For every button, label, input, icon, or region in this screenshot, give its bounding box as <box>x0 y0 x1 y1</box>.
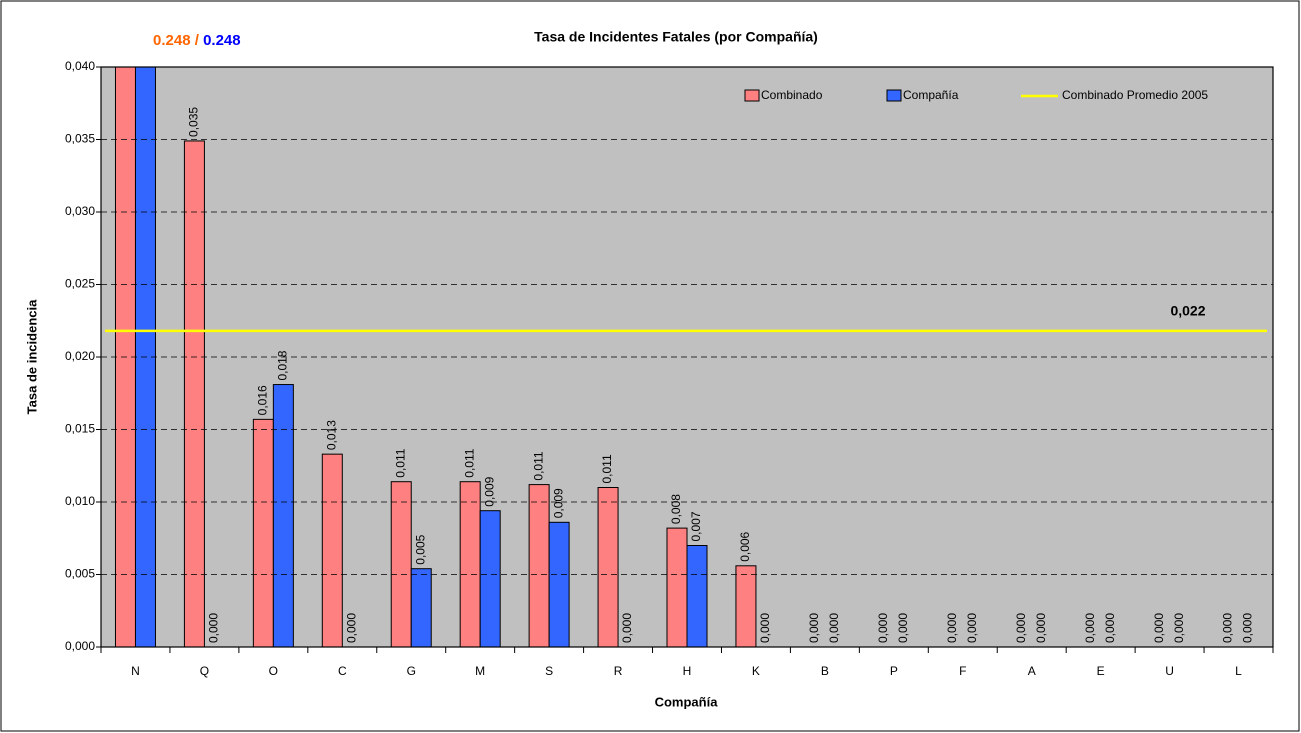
value-label: 0,000 <box>758 613 772 643</box>
bar <box>183 140 205 647</box>
bar <box>410 568 432 647</box>
y-tick-label: 0,035 <box>65 132 95 146</box>
value-label: 0,009 <box>551 488 565 518</box>
x-tick-label: E <box>1097 664 1105 678</box>
chart-title: Tasa de Incidentes Fatales (por Compañía… <box>534 29 818 45</box>
x-tick-label: C <box>338 664 347 678</box>
value-label: 0,013 <box>324 420 338 450</box>
reference-label: 0,022 <box>1170 303 1205 319</box>
value-label: 0,011 <box>393 448 407 477</box>
value-label: 0,000 <box>945 613 959 643</box>
value-label: 0,000 <box>620 613 634 643</box>
value-label: 0,009 <box>482 476 496 506</box>
bar <box>686 545 708 647</box>
bar <box>459 481 481 647</box>
bar <box>528 484 550 647</box>
offscale-annotation: 0.248 / 0.248 <box>153 32 241 49</box>
plot-content <box>105 67 1267 647</box>
x-tick-label: U <box>1165 664 1174 678</box>
legend-label: Compañía <box>903 88 959 102</box>
bar <box>597 487 619 647</box>
bar <box>666 527 688 647</box>
plot-frame <box>100 66 1274 648</box>
x-tick-label: G <box>407 664 416 678</box>
value-label: 0,018 <box>276 350 290 380</box>
x-tick-label: R <box>614 664 623 678</box>
y-tick-label: 0,000 <box>65 639 95 653</box>
bar <box>272 384 294 647</box>
bar <box>134 67 156 647</box>
value-label: 0,000 <box>1221 613 1235 643</box>
value-label: 0,000 <box>827 613 841 643</box>
x-tick-label: P <box>890 664 898 678</box>
value-label: 0,000 <box>1241 613 1255 643</box>
x-tick-label: K <box>752 664 760 678</box>
value-label: 0,011 <box>462 448 476 477</box>
value-label: 0,011 <box>531 451 545 480</box>
value-label: 0,000 <box>1103 613 1117 643</box>
value-label: 0,016 <box>256 385 270 415</box>
value-label: 0,000 <box>1014 613 1028 643</box>
x-tick-label: F <box>959 664 966 678</box>
value-label: 0,000 <box>965 613 979 643</box>
bar <box>252 418 274 647</box>
bar <box>114 67 136 647</box>
y-tick-label: 0,030 <box>65 204 95 218</box>
y-tick-label: 0,015 <box>65 422 95 436</box>
x-tick-label: M <box>475 664 485 678</box>
x-tick-label: L <box>1235 664 1242 678</box>
legend-label: Combinado <box>761 88 823 102</box>
value-label: 0,000 <box>1172 613 1186 643</box>
x-tick-label: O <box>269 664 278 678</box>
offscale-value: 0.248 <box>203 32 241 49</box>
y-tick-label: 0,005 <box>65 567 95 581</box>
value-label: 0,006 <box>738 531 752 561</box>
value-label: 0,000 <box>1034 613 1048 643</box>
legend-swatch <box>886 89 902 102</box>
separator: / <box>195 32 200 49</box>
y-axis-title: Tasa de incidencia <box>24 299 39 414</box>
bar <box>321 453 343 647</box>
x-tick-label: N <box>131 664 140 678</box>
value-label: 0,000 <box>1152 613 1166 643</box>
y-tick-label: 0,020 <box>65 349 95 363</box>
x-tick-label: S <box>545 664 553 678</box>
bar <box>479 510 501 647</box>
x-tick-label: B <box>821 664 829 678</box>
value-label: 0,000 <box>876 613 890 643</box>
y-tick-label: 0,040 <box>65 59 95 73</box>
value-label: 0,000 <box>807 613 821 643</box>
value-label: 0,008 <box>669 494 683 524</box>
offscale-value: 0.248 <box>153 32 191 49</box>
value-label: 0,011 <box>600 454 614 483</box>
x-tick-label: A <box>1028 664 1036 678</box>
legend-label: Combinado Promedio 2005 <box>1062 88 1208 102</box>
x-tick-label: Q <box>200 664 209 678</box>
bar <box>548 521 570 647</box>
legend-swatch <box>744 89 760 102</box>
value-label: 0,000 <box>344 613 358 643</box>
value-label: 0,000 <box>896 613 910 643</box>
bar <box>735 565 757 647</box>
x-axis-title: Compañía <box>655 694 719 709</box>
y-tick-label: 0,010 <box>65 494 95 508</box>
y-tick-label: 0,025 <box>65 277 95 291</box>
value-label: 0,000 <box>207 613 221 643</box>
value-label: 0,007 <box>689 511 703 541</box>
value-label: 0,035 <box>187 107 201 137</box>
value-label: 0,000 <box>1083 613 1097 643</box>
value-label: 0,005 <box>413 534 427 564</box>
bar <box>390 481 412 647</box>
x-tick-label: H <box>683 664 692 678</box>
